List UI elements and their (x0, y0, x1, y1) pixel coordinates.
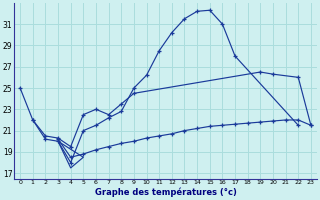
X-axis label: Graphe des températures (°c): Graphe des températures (°c) (95, 188, 236, 197)
